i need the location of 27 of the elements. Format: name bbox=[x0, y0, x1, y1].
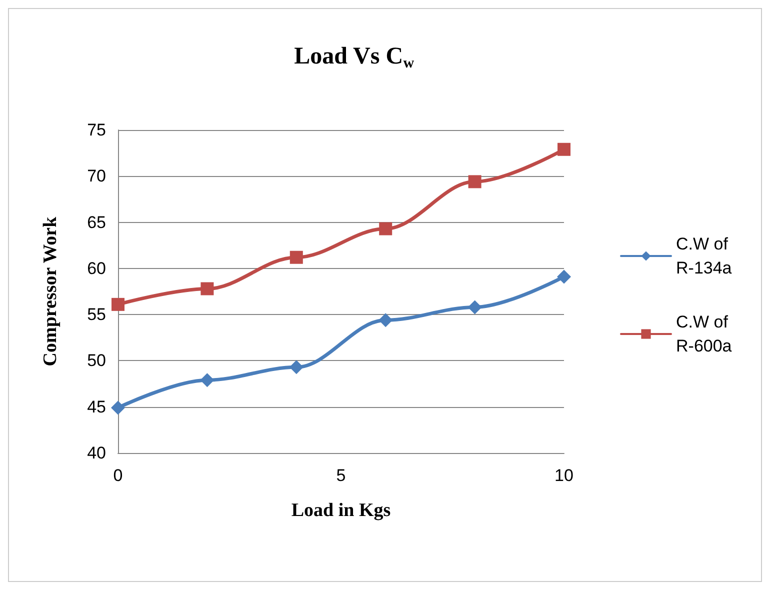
y-tick-label: 75 bbox=[87, 120, 106, 140]
x-axis-title: Load in Kgs bbox=[291, 500, 391, 521]
y-tick-label: 40 bbox=[87, 444, 106, 462]
x-tick-label: 0 bbox=[113, 466, 123, 485]
y-tick-label: 60 bbox=[87, 258, 106, 278]
legend-label: C.W of R-134a bbox=[676, 234, 733, 278]
point bbox=[468, 300, 482, 314]
point bbox=[200, 373, 214, 388]
point bbox=[557, 270, 571, 284]
point bbox=[468, 175, 482, 188]
point bbox=[289, 360, 304, 374]
point bbox=[379, 222, 392, 236]
legend-label: C.W of R-600a bbox=[676, 312, 733, 356]
x-tick-label: 10 bbox=[554, 466, 574, 485]
y-axis-title: Compressor Work bbox=[40, 216, 61, 366]
point bbox=[378, 313, 393, 328]
point bbox=[112, 298, 124, 311]
y-tick-label: 70 bbox=[87, 166, 106, 186]
point bbox=[200, 282, 214, 296]
point bbox=[111, 400, 125, 415]
point bbox=[290, 250, 303, 264]
y-tick-label: 50 bbox=[87, 351, 106, 370]
y-tick-label: 65 bbox=[87, 212, 106, 232]
x-tick-label: 5 bbox=[336, 466, 346, 485]
point bbox=[558, 142, 570, 156]
y-tick-label: 45 bbox=[87, 397, 106, 416]
y-tick-label: 55 bbox=[87, 305, 106, 324]
